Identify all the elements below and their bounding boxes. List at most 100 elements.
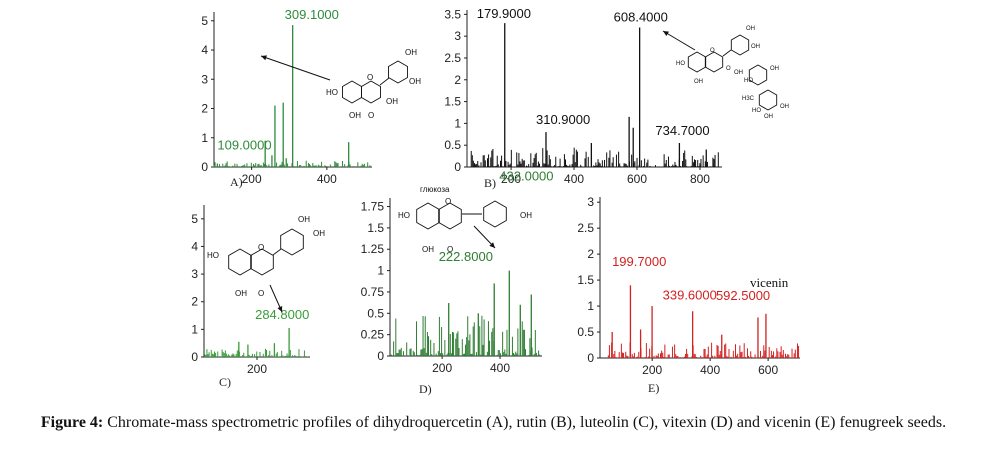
y-tick-label-B: 0.5 [444,138,461,152]
y-tick-label-E: 1.5 [577,273,594,287]
atom-label: HO [207,251,219,260]
panel-label-D: D) [419,382,432,396]
peak-label-D: 432.0000 [499,169,553,184]
arrow-b-head [663,31,669,36]
x-tick-label-C: 200 [247,362,267,376]
y-tick-label-D: 1.25 [361,242,385,256]
ring [361,80,381,104]
atom-label: OH [694,79,703,85]
compound-label-vicenin: vicenin [750,275,789,290]
peak-label-A: 109.0000 [217,137,271,152]
peak-label-B: 310.9000 [536,112,590,127]
ring [438,202,462,230]
atom-label: HO [676,61,685,67]
arrow-b [662,30,696,51]
atom-label: OH [298,215,310,224]
atom-label: H3C [742,96,755,102]
atom-label: OH [520,211,532,220]
atom-label: OH [349,111,361,120]
atom-label: OH [751,44,760,50]
x-tick-label-B: 200 [501,172,521,186]
atom-label: OH [386,97,398,106]
molecule-dihydroquercetin: OH OH HO OH OH O O [260,48,421,120]
y-tick-label-A: 5 [201,14,208,28]
arrow-c-head [277,306,283,312]
y-tick-label-E: 0 [587,351,594,365]
peak-label-E: 339.6000 [663,287,717,302]
figure-caption: Figure 4: Chromate-mass spectrometric pr… [0,412,987,434]
y-tick-label-C: 5 [191,212,198,226]
peak-label-D: 222.8000 [439,249,493,264]
y-tick-label-E: 2 [587,247,594,261]
ring [730,34,750,56]
y-tick-label-D: 0 [377,349,384,363]
y-tick-label-A: 0 [201,160,208,174]
ring [704,51,724,73]
y-tick-label-B: 3.5 [444,7,461,21]
x-tick-label-A: 200 [242,172,262,186]
ring [250,248,274,276]
x-tick-label-B: 800 [690,172,710,186]
atom-label: HO [326,88,338,97]
atom-label: OH [746,26,755,32]
y-tick-label-E: 0.5 [577,325,594,339]
y-tick-label-E: 3 [587,195,594,209]
peak-label-B: 608.4000 [614,9,668,24]
peak-label-B: 179.9000 [477,6,531,21]
atom-label: OH [409,77,421,86]
arrow-d-head [489,242,495,248]
x-tick-label-D: 400 [490,361,510,375]
y-tick-label-B: 2.5 [444,51,461,65]
y-tick-label-B: 0 [454,160,461,174]
peak-label-E: 199.7000 [612,254,666,269]
atom-label: OH [734,70,743,76]
y-tick-label-C: 4 [191,239,198,253]
panel-b-rutin: 0 0.5 1 1.5 2 2.5 3 3.5 200 400 600 800 179.9000 310.… [444,6,722,190]
x-tick-label-E: 200 [642,363,662,377]
atom-label: HO [752,108,761,114]
panel-label-E: E) [648,381,659,395]
arrow-a [260,55,331,81]
molecule-vitexin: глюкоза HO O OH OH O [398,185,532,254]
molecule-structures: OHOHHOOHOHOOOHOHHOOHOOOHHOOHH3CHOOHOHOHO… [207,26,789,313]
panel-label-A: A) [230,175,243,189]
ring [758,89,778,111]
bond [272,248,282,256]
y-tick-label-C: 2 [191,295,198,309]
bond [379,77,390,86]
ring [228,248,252,276]
panel-d-vitexin: 0 0.25 0.5 0.75 1 1.25 1.5 1.75 200 400 222.8000 43… [361,169,554,396]
y-tick-label-D: 1 [377,264,384,278]
y-tick-label-D: 0.25 [361,328,385,342]
peak-label-E: 592.5000 [716,288,770,303]
x-tick-label-E: 400 [700,363,720,377]
atom-label: OH [764,114,773,120]
y-tick-label-D: 0.5 [367,306,384,320]
y-tick-label-C: 0 [191,350,198,364]
ring [748,64,768,86]
atom-label: O [710,48,715,54]
y-tick-label-D: 0.75 [361,285,385,299]
panel-c-luteolin: 0 1 2 3 4 5 200 284.8000 C) [191,205,310,389]
y-tick-label-B: 3 [454,29,461,43]
atom-label: OH [313,229,325,238]
peak-label-C: 284.8000 [255,307,309,322]
y-tick-label-C: 1 [191,322,198,336]
x-tick-label-B: 600 [627,172,647,186]
ring [687,51,707,73]
y-tick-label-A: 4 [201,43,208,57]
y-tick-label-B: 2 [454,73,461,87]
x-tick-label-B: 400 [564,172,584,186]
y-tick-label-D: 1.75 [361,200,385,214]
atom-label: O [447,245,453,254]
peak-label-B: 734.7000 [655,123,709,138]
panel-a-dihydroquercetin: 0 1 2 3 4 5 200 400 109.0000 309.1000 A) [201,7,372,189]
y-tick-label-C: 3 [191,267,198,281]
atom-label: HO [744,78,753,84]
atom-label: O [445,197,451,206]
y-tick-label-B: 1.5 [444,95,461,109]
y-tick-label-A: 1 [201,131,208,145]
atom-label: O [726,66,731,72]
